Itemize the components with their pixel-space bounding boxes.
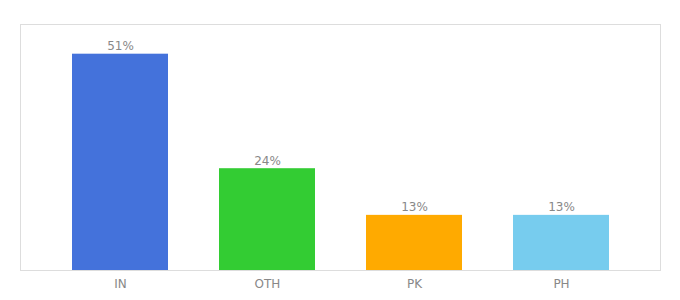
svg-text:OTH: OTH xyxy=(255,277,281,291)
svg-text:13%: 13% xyxy=(548,200,575,214)
svg-text:24%: 24% xyxy=(254,154,281,168)
svg-text:IN: IN xyxy=(114,277,127,291)
svg-text:PH: PH xyxy=(553,277,569,291)
svg-text:13%: 13% xyxy=(401,200,428,214)
svg-text:PK: PK xyxy=(407,277,423,291)
svg-text:51%: 51% xyxy=(107,39,134,53)
